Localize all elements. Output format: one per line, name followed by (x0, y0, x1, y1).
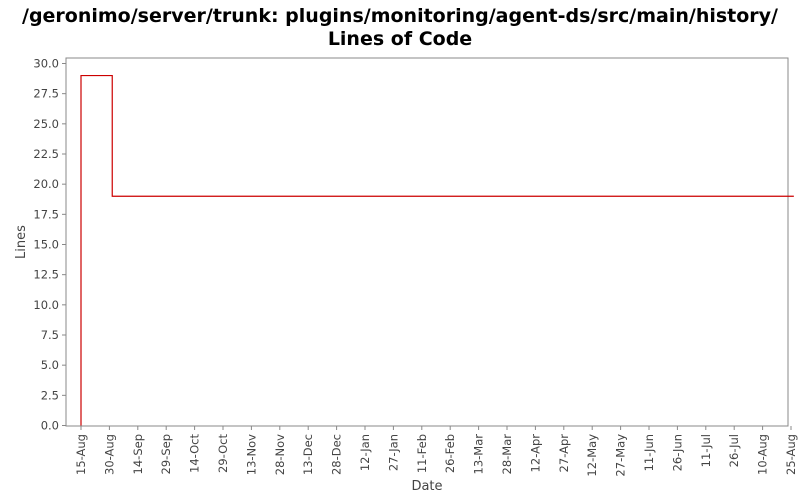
y-tick-label: 27.5 (33, 87, 59, 101)
x-tick-label: 25-Aug (784, 434, 798, 475)
plot-area (65, 57, 789, 427)
x-tick-label: 11-Jun (642, 434, 656, 471)
x-tick-label: 13-Nov (244, 434, 258, 475)
y-tick-label: 12.5 (33, 268, 59, 282)
x-tick-label: 11-Jul (699, 434, 713, 467)
x-tick-label: 30-Aug (102, 434, 116, 475)
x-tick-label: 27-Apr (557, 434, 571, 473)
x-tick-label: 27-May (614, 434, 628, 477)
x-tick-label: 15-Aug (74, 434, 88, 475)
x-tick-label: 13-Dec (301, 434, 315, 475)
y-tick-label: 30.0 (33, 57, 59, 71)
x-tick-label: 29-Oct (216, 434, 230, 473)
x-tick-label: 14-Sep (131, 434, 145, 474)
y-tick-label: 22.5 (33, 147, 59, 161)
x-tick-label: 28-Mar (500, 434, 514, 475)
y-tick-label: 20.0 (33, 177, 59, 191)
x-tick-label: 28-Dec (330, 434, 344, 475)
x-axis: 15-Aug 30-Aug 14-Sep 29-Sep 14-Oct 29-Oct 13-N… (74, 426, 798, 477)
y-tick-label: 0.0 (41, 419, 59, 433)
x-axis-label: Date (411, 479, 442, 494)
y-tick-label: 17.5 (33, 207, 59, 221)
chart-title-line-1: /geronimo/server/trunk: plugins/monitori… (22, 5, 778, 27)
y-axis-label: Lines (14, 225, 29, 259)
x-tick-label: 27-Jan (386, 434, 400, 471)
x-tick-label: 26-Jul (727, 434, 741, 467)
y-tick-label: 7.5 (41, 328, 59, 342)
y-tick-label: 25.0 (33, 117, 59, 131)
x-tick-label: 12-May (585, 434, 599, 477)
series-layer (80, 74, 794, 426)
x-tick-label: 29-Sep (159, 434, 173, 474)
x-tick-label: 14-Oct (188, 434, 202, 473)
series-line (80, 74, 794, 426)
y-tick-label: 15.0 (33, 238, 59, 252)
x-tick-label: 10-Aug (756, 434, 770, 475)
x-tick-label: 26-Jun (670, 434, 684, 471)
y-axis: 0.0 2.5 5.0 7.5 10.0 12.5 15.0 17.5 20.0 22.5 25.0… (33, 57, 66, 433)
y-tick-label: 2.5 (41, 388, 59, 402)
y-tick-label: 10.0 (33, 298, 59, 312)
x-tick-label: 12-Jan (358, 434, 372, 471)
chart-title-line-2: Lines of Code (327, 28, 473, 50)
x-tick-label: 11-Feb (415, 434, 429, 473)
x-tick-label: 13-Mar (472, 434, 486, 475)
x-tick-label: 12-Apr (528, 434, 542, 473)
y-tick-label: 5.0 (41, 358, 59, 372)
x-tick-label: 26-Feb (443, 434, 457, 473)
x-tick-label: 28-Nov (273, 434, 287, 475)
